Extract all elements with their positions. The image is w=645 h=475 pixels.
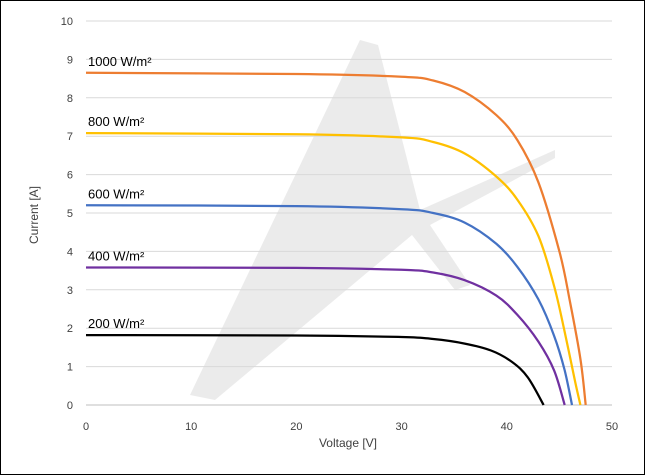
y-tick-10: 10: [61, 16, 73, 28]
y-tick-6: 6: [67, 170, 73, 182]
x-tick-10: 10: [185, 421, 197, 433]
y-tick-4: 4: [67, 246, 73, 258]
y-tick-3: 3: [67, 285, 73, 297]
y-tick-8: 8: [67, 93, 73, 105]
series-lines: [85, 71, 587, 406]
series-label-600-w-m: 600 W/m²: [88, 186, 145, 201]
x-tick-labels: 0 10 20 30 40 50: [83, 421, 618, 433]
x-axis-title: Voltage [V]: [319, 436, 377, 450]
series-label-1000-w-m: 1000 W/m²: [88, 54, 152, 69]
series-label-800-w-m: 800 W/m²: [88, 114, 145, 129]
y-tick-1: 1: [67, 362, 73, 374]
y-tick-2: 2: [67, 323, 73, 335]
series-label-200-w-m: 200 W/m²: [88, 316, 145, 331]
series-labels: 1000 W/m² 800 W/m² 600 W/m² 400 W/m² 200 W/m…: [88, 54, 152, 331]
series-line-400-w-m: [85, 266, 566, 406]
x-tick-0: 0: [83, 421, 89, 433]
series-line-200-w-m: [85, 333, 545, 406]
gridlines: [86, 20, 612, 406]
x-tick-40: 40: [501, 421, 513, 433]
y-tick-5: 5: [67, 208, 73, 220]
x-tick-20: 20: [290, 421, 302, 433]
y-tick-labels: 0 1 2 3 4 5 6 7 8 9 10: [61, 16, 73, 412]
series-line-800-w-m: [85, 131, 582, 406]
x-tick-50: 50: [606, 421, 618, 433]
series-label-400-w-m: 400 W/m²: [88, 249, 145, 264]
y-tick-0: 0: [67, 400, 73, 412]
series-line-1000-w-m: [85, 71, 587, 406]
watermark-logo: [190, 40, 555, 400]
y-tick-7: 7: [67, 131, 73, 143]
y-tick-9: 9: [67, 54, 73, 66]
y-axis-title: Current [A]: [27, 186, 41, 244]
x-tick-30: 30: [395, 421, 407, 433]
series-line-600-w-m: [85, 204, 574, 406]
